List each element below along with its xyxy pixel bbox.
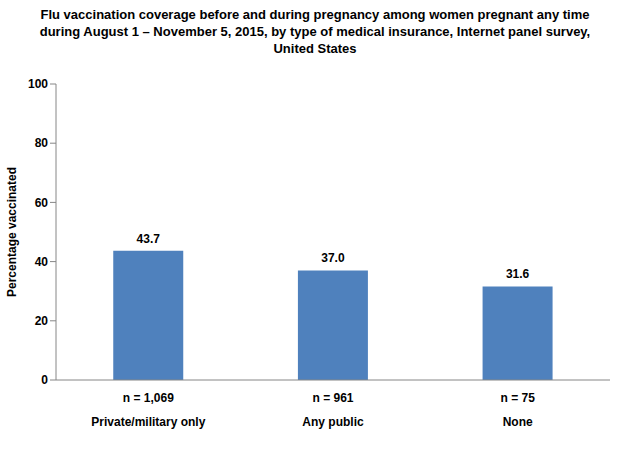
- svg-text:n = 75: n = 75: [500, 391, 535, 405]
- svg-text:n = 1,069: n = 1,069: [123, 391, 174, 405]
- svg-text:Percentage vaccinated: Percentage vaccinated: [8, 167, 19, 297]
- svg-text:40: 40: [35, 255, 49, 269]
- svg-text:31.6: 31.6: [506, 267, 530, 281]
- svg-text:Private/military only: Private/military only: [91, 415, 205, 429]
- svg-text:20: 20: [35, 314, 49, 328]
- svg-text:80: 80: [35, 136, 49, 150]
- svg-text:43.7: 43.7: [137, 232, 161, 246]
- svg-text:60: 60: [35, 196, 49, 210]
- svg-text:0: 0: [41, 373, 48, 387]
- svg-text:n = 961: n = 961: [312, 391, 353, 405]
- html-text:Flu vaccination coverage befor: Flu vaccination coverage before and duri…: [39, 7, 591, 56]
- svg-text:None: None: [503, 415, 533, 429]
- svg-text:37.0: 37.0: [321, 251, 345, 265]
- svg-text:Any public: Any public: [302, 415, 364, 429]
- svg-text:100: 100: [28, 77, 48, 91]
